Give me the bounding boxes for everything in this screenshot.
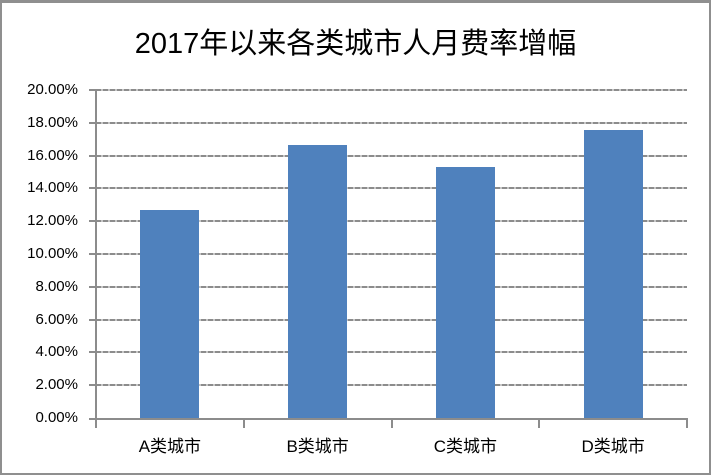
bar-C类城市	[436, 167, 495, 418]
y-axis-tick	[89, 318, 96, 321]
y-axis-tick	[89, 154, 96, 157]
y-axis-tick	[89, 285, 96, 288]
y-axis-tick	[89, 384, 96, 387]
y-tick-label: 2.00%	[35, 376, 78, 394]
gridline	[96, 121, 687, 124]
y-tick-label: 0.00%	[35, 409, 78, 426]
y-tick-label: 16.00%	[27, 146, 78, 164]
chart-title: 2017年以来各类城市人月费率增幅	[134, 28, 577, 60]
gridline	[96, 318, 687, 321]
x-axis-tick	[390, 418, 393, 428]
y-tick-label: 18.00%	[27, 113, 78, 131]
gridline	[96, 187, 687, 190]
gridline	[96, 220, 687, 223]
x-category-label: D类城市	[581, 437, 645, 456]
x-axis-line	[89, 418, 688, 420]
x-axis-tick	[686, 418, 688, 428]
x-axis-tick	[538, 418, 541, 428]
y-axis-tick	[89, 121, 96, 124]
bar-D类城市	[584, 130, 643, 418]
y-tick-label: 20.00%	[27, 81, 78, 98]
gridline	[96, 285, 687, 288]
x-category-label: A类城市	[138, 437, 202, 456]
y-tick-label: 8.00%	[35, 277, 78, 295]
gridline	[96, 154, 687, 157]
bar-A类城市	[140, 210, 199, 418]
y-axis-tick	[89, 253, 96, 255]
gridline	[96, 89, 687, 91]
gridline	[96, 384, 687, 387]
y-axis-tick	[89, 187, 96, 190]
y-tick-label: 6.00%	[35, 310, 78, 328]
y-tick-label: 4.00%	[35, 343, 78, 361]
x-axis-tick	[242, 418, 245, 428]
x-category-label: C类城市	[433, 437, 498, 456]
y-tick-label: 10.00%	[27, 245, 78, 262]
gridline	[96, 351, 687, 354]
bar-B类城市	[288, 145, 347, 418]
y-axis-tick	[89, 351, 96, 354]
y-axis-tick	[89, 220, 96, 223]
gridline	[96, 253, 687, 255]
x-category-label: B类城市	[286, 437, 349, 456]
y-tick-label: 12.00%	[27, 212, 78, 230]
y-axis-line	[95, 90, 97, 428]
y-axis-tick	[89, 89, 96, 91]
y-tick-label: 14.00%	[27, 179, 78, 197]
